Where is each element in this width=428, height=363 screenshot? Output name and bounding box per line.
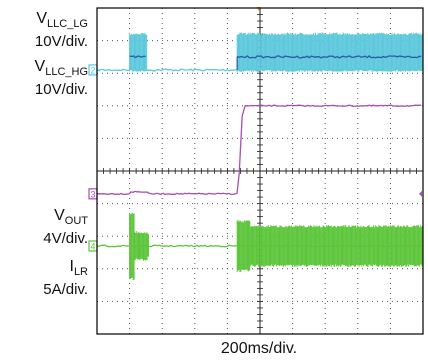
plot-frame <box>96 7 424 335</box>
label-vllc-hg: VLLC_HG 10V/div. <box>34 58 88 98</box>
label-ilr: ILR 5A/div. <box>43 258 88 298</box>
label-vllc-lg: VLLC_LG 10V/div. <box>34 10 88 50</box>
ground-marker-label-vout: 3 <box>90 189 95 199</box>
trigger-level-marker <box>419 190 422 197</box>
trace-vllc-lg-burst <box>129 55 146 59</box>
trace-vout <box>96 104 422 196</box>
x-axis-label: 200ms/div. <box>220 340 298 357</box>
ground-marker-label-ilr: 4 <box>90 241 95 251</box>
label-vout: VOUT 4V/div. <box>43 207 88 247</box>
ground-marker-label-hg: 2 <box>90 65 95 75</box>
traces <box>96 32 424 280</box>
trace-vllc-lg-switching <box>236 55 422 59</box>
